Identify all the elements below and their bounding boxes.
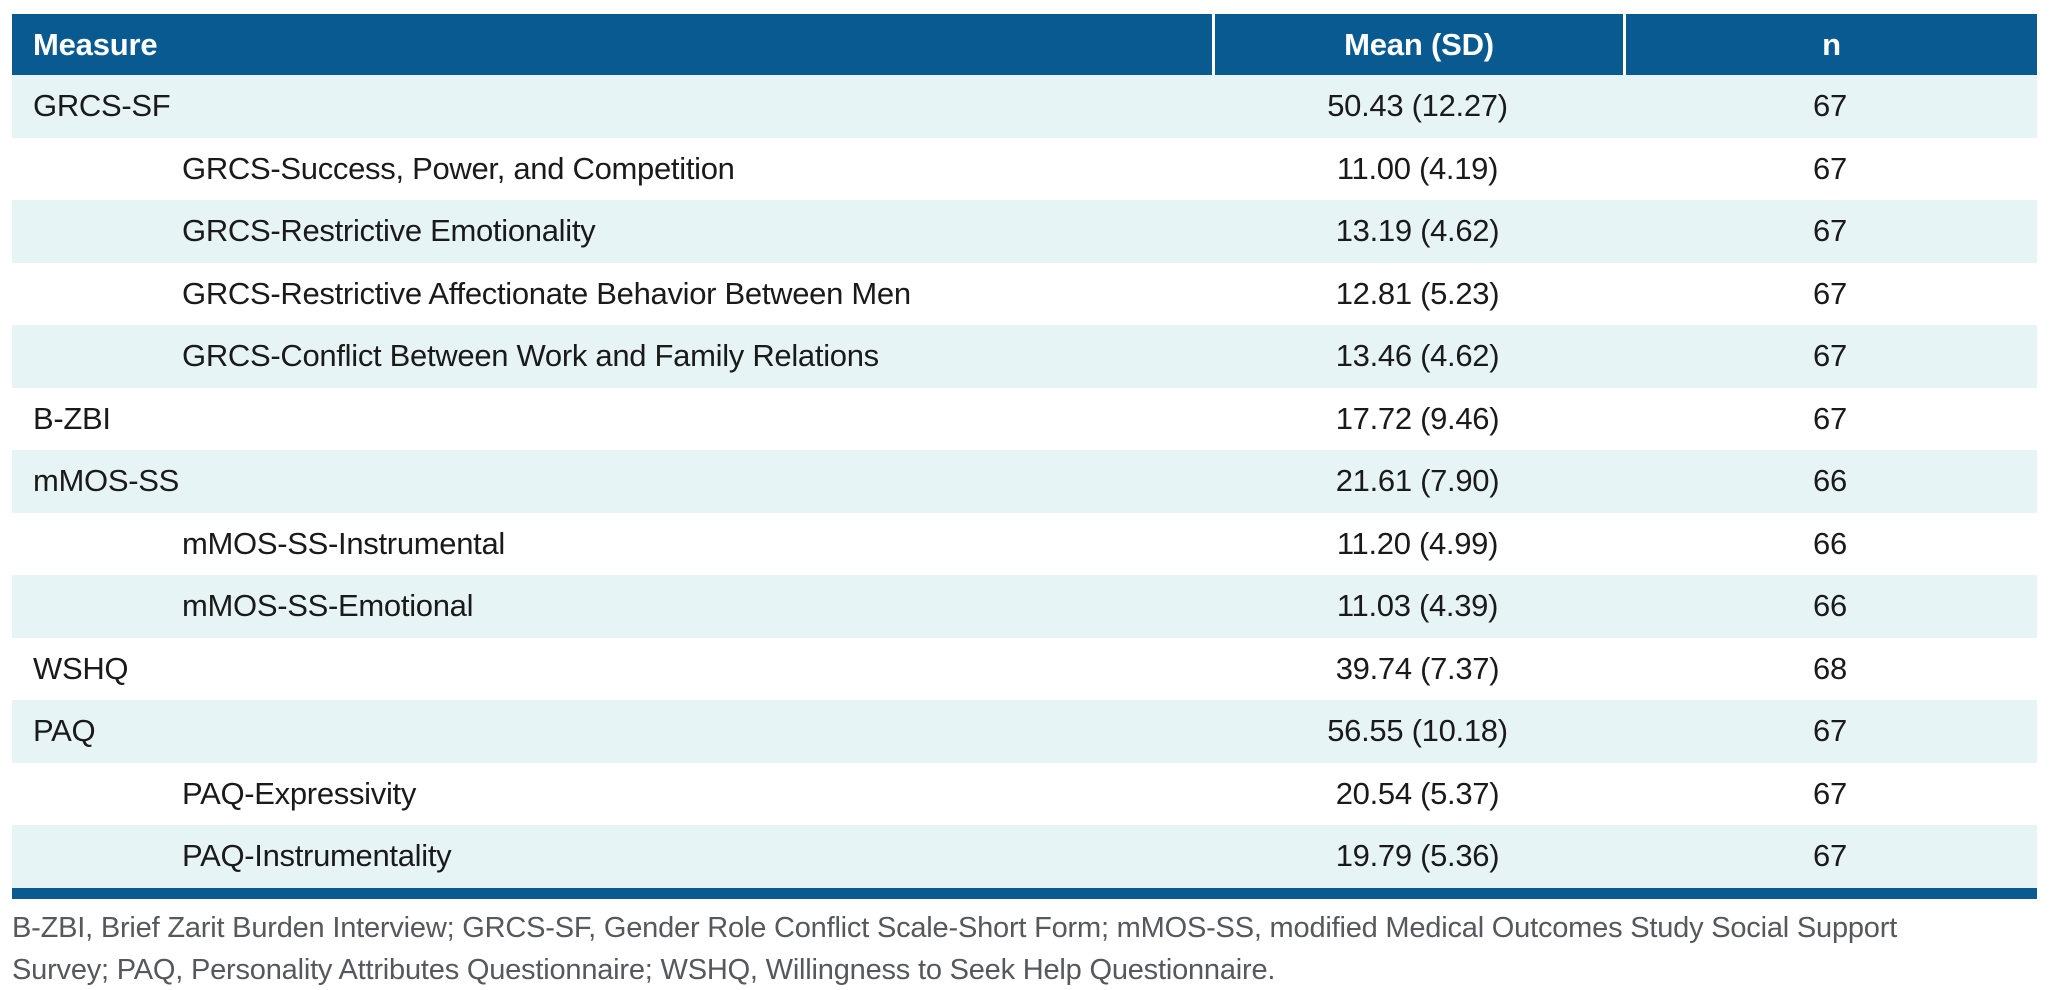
measure-cell: PAQ xyxy=(12,700,1212,763)
table-footnote: B-ZBI, Brief Zarit Burden Interview; GRC… xyxy=(12,911,1898,986)
measure-cell: PAQ-Expressivity xyxy=(12,762,1212,825)
measure-cell: GRCS-Restrictive Emotionality xyxy=(12,200,1212,263)
measure-cell: GRCS-Conflict Between Work and Family Re… xyxy=(12,325,1212,388)
table-row: B-ZBI 17.72 (9.46) 67 xyxy=(12,387,2037,450)
mean-sd-cell: 20.54 (5.37) xyxy=(1212,762,1623,825)
n-cell: 67 xyxy=(1623,75,2037,138)
table-row: mMOS-SS 21.61 (7.90) 66 xyxy=(12,450,2037,513)
n-cell: 67 xyxy=(1623,825,2037,888)
mean-sd-cell: 17.72 (9.46) xyxy=(1212,387,1623,450)
measure-cell: WSHQ xyxy=(12,637,1212,700)
measure-cell: PAQ-Instrumentality xyxy=(12,825,1212,888)
mean-sd-cell: 13.19 (4.62) xyxy=(1212,200,1623,263)
column-header-measure: Measure xyxy=(12,14,1212,75)
table-row: GRCS-Success, Power, and Competition 11.… xyxy=(12,137,2037,200)
table-row: GRCS-Restrictive Affectionate Behavior B… xyxy=(12,262,2037,325)
n-cell: 67 xyxy=(1623,387,2037,450)
n-cell: 67 xyxy=(1623,700,2037,763)
table-row: PAQ-Expressivity 20.54 (5.37) 67 xyxy=(12,762,2037,825)
measure-cell: mMOS-SS-Emotional xyxy=(12,575,1212,638)
table-row: mMOS-SS-Instrumental 11.20 (4.99) 66 xyxy=(12,512,2037,575)
table-row: GRCS-SF 50.43 (12.27) 67 xyxy=(12,75,2037,138)
descriptive-statistics-table: Measure Mean (SD) n GRCS-SF 50.43 (12.27… xyxy=(12,14,2037,899)
mean-sd-cell: 39.74 (7.37) xyxy=(1212,637,1623,700)
mean-sd-cell: 56.55 (10.18) xyxy=(1212,700,1623,763)
mean-sd-cell: 21.61 (7.90) xyxy=(1212,450,1623,513)
n-cell: 67 xyxy=(1623,262,2037,325)
table-row: WSHQ 39.74 (7.37) 68 xyxy=(12,637,2037,700)
measure-cell: mMOS-SS xyxy=(12,450,1212,513)
table-row: GRCS-Conflict Between Work and Family Re… xyxy=(12,325,2037,388)
mean-sd-cell: 13.46 (4.62) xyxy=(1212,325,1623,388)
mean-sd-cell: 11.20 (4.99) xyxy=(1212,512,1623,575)
mean-sd-cell: 12.81 (5.23) xyxy=(1212,262,1623,325)
mean-sd-cell: 11.03 (4.39) xyxy=(1212,575,1623,638)
n-cell: 66 xyxy=(1623,450,2037,513)
n-cell: 66 xyxy=(1623,575,2037,638)
measure-cell: GRCS-SF xyxy=(12,75,1212,138)
header-row: Measure Mean (SD) n xyxy=(12,14,2037,75)
n-cell: 67 xyxy=(1623,325,2037,388)
table-body: GRCS-SF 50.43 (12.27) 67 GRCS-Success, P… xyxy=(12,75,2037,888)
measure-cell: B-ZBI xyxy=(12,387,1212,450)
n-cell: 67 xyxy=(1623,137,2037,200)
measure-cell: mMOS-SS-Instrumental xyxy=(12,512,1212,575)
table-row: mMOS-SS-Emotional 11.03 (4.39) 66 xyxy=(12,575,2037,638)
table-row: PAQ 56.55 (10.18) 67 xyxy=(12,700,2037,763)
column-header-n: n xyxy=(1623,14,2037,75)
n-cell: 68 xyxy=(1623,637,2037,700)
n-cell: 67 xyxy=(1623,762,2037,825)
table-row: PAQ-Instrumentality 19.79 (5.36) 67 xyxy=(12,825,2037,888)
n-cell: 67 xyxy=(1623,200,2037,263)
mean-sd-cell: 11.00 (4.19) xyxy=(1212,137,1623,200)
table-row: GRCS-Restrictive Emotionality 13.19 (4.6… xyxy=(12,200,2037,263)
mean-sd-cell: 50.43 (12.27) xyxy=(1212,75,1623,138)
measure-cell: GRCS-Restrictive Affectionate Behavior B… xyxy=(12,262,1212,325)
n-cell: 66 xyxy=(1623,512,2037,575)
column-header-mean-sd: Mean (SD) xyxy=(1212,14,1623,75)
mean-sd-cell: 19.79 (5.36) xyxy=(1212,825,1623,888)
measure-cell: GRCS-Success, Power, and Competition xyxy=(12,137,1212,200)
